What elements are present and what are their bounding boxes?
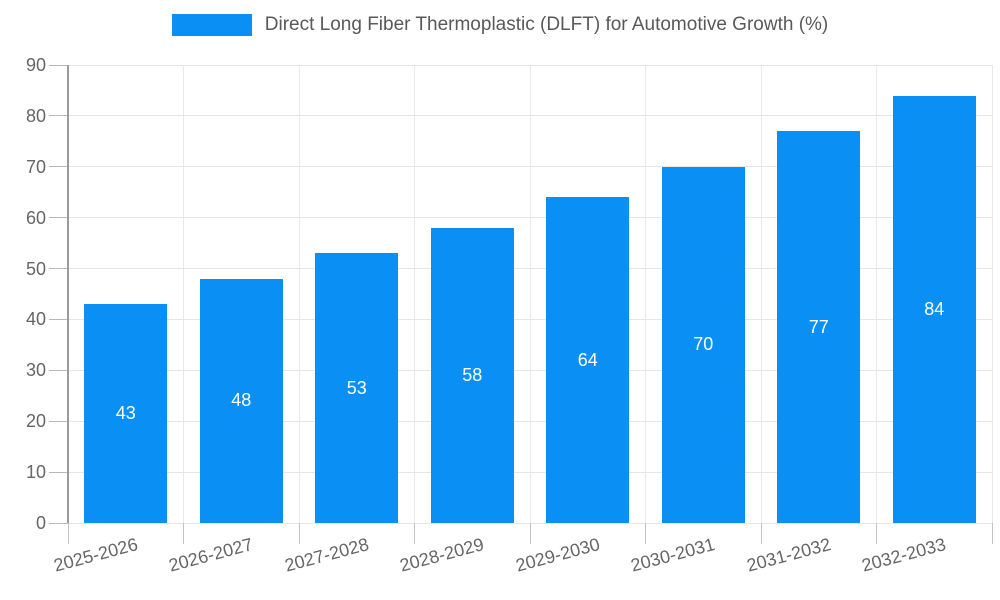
y-tick-label: 60 <box>25 207 46 228</box>
bar-value-label: 70 <box>693 334 714 355</box>
x-gridline <box>298 65 300 523</box>
bar[interactable]: 53 <box>315 253 399 523</box>
x-category-label: 2027-2028 <box>282 534 371 576</box>
y-tick <box>49 318 68 320</box>
y-tick-label: 20 <box>25 411 46 432</box>
bar-value-label: 58 <box>462 364 483 385</box>
bar-value-label: 84 <box>924 298 945 319</box>
legend-swatch <box>171 14 252 36</box>
bar[interactable]: 64 <box>546 197 630 523</box>
bar[interactable]: 43 <box>84 304 168 523</box>
y-tick-label: 10 <box>25 462 46 483</box>
bar-value-label: 48 <box>231 390 252 411</box>
bar-value-label: 53 <box>346 377 367 398</box>
x-category-label: 2026-2027 <box>166 534 256 576</box>
x-gridline <box>414 65 415 523</box>
y-tick <box>49 166 68 168</box>
bar-value-label: 64 <box>577 349 598 370</box>
y-tick <box>49 217 68 219</box>
x-tick <box>298 523 300 544</box>
x-tick <box>67 523 69 544</box>
y-tick <box>49 522 68 524</box>
y-tick <box>49 115 68 117</box>
y-tick-label: 40 <box>25 309 46 330</box>
x-gridline <box>183 65 184 523</box>
x-category-label: 2028-2029 <box>397 534 487 576</box>
legend-label: Direct Long Fiber Thermoplastic (DLFT) f… <box>264 14 829 35</box>
y-tick <box>49 471 68 473</box>
y-tick-label: 50 <box>25 258 46 279</box>
x-tick <box>991 523 993 544</box>
x-gridline <box>991 65 993 523</box>
y-tick-label: 90 <box>25 55 46 75</box>
x-category-label: 2030-2031 <box>628 534 718 576</box>
x-gridline <box>529 65 531 523</box>
y-tick-label: 70 <box>25 156 46 177</box>
bar[interactable]: 58 <box>430 227 514 523</box>
x-tick <box>760 523 762 544</box>
x-tick <box>183 523 184 544</box>
y-tick-label: 0 <box>35 513 46 533</box>
y-tick <box>49 420 68 422</box>
bar[interactable]: 84 <box>892 95 976 523</box>
y-tick-label: 80 <box>25 105 46 126</box>
x-category-label: 2025-2026 <box>51 534 140 576</box>
y-axis-line <box>67 65 69 523</box>
x-gridline <box>645 65 646 523</box>
x-tick <box>876 523 877 544</box>
x-category-label: 2031-2032 <box>744 534 833 576</box>
plot-area: 0 10 20 30 40 50 60 70 80 90 43 48 53 58 64 70 77 84 2025-… <box>26 56 993 576</box>
x-gridline <box>760 65 762 523</box>
bar-value-label: 43 <box>115 403 136 424</box>
y-tick-label: 30 <box>25 360 46 381</box>
x-category-label: 2029-2030 <box>513 534 602 576</box>
x-tick <box>529 523 531 544</box>
y-tick <box>49 369 68 371</box>
x-category-label: 2032-2033 <box>859 534 949 576</box>
x-gridline <box>876 65 877 523</box>
bar[interactable]: 77 <box>777 131 861 523</box>
y-tick <box>49 64 68 66</box>
legend-item[interactable]: Direct Long Fiber Thermoplastic (DLFT) f… <box>0 14 1000 36</box>
bar-value-label: 77 <box>808 316 829 337</box>
x-tick <box>414 523 415 544</box>
bar[interactable]: 70 <box>661 166 745 523</box>
y-tick <box>49 268 68 270</box>
x-tick <box>645 523 646 544</box>
bar[interactable]: 48 <box>199 278 283 523</box>
